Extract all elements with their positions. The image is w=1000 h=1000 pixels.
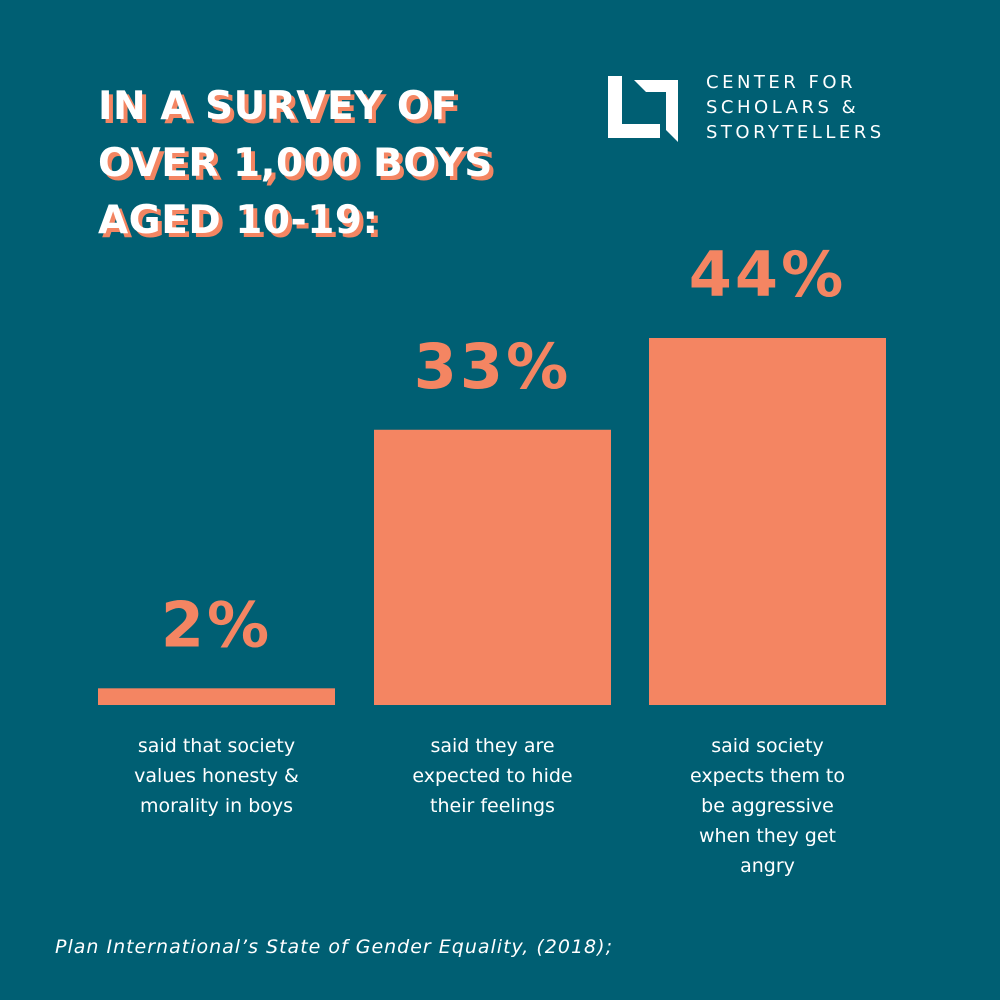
category-label-1-line-2: values honesty &: [134, 765, 299, 787]
category-label-3-line-4: when they get: [698, 825, 837, 847]
title-line-1: IN A SURVEY OF: [98, 84, 458, 129]
value-label-3: 44%: [689, 238, 846, 311]
source-citation: Plan International’s State of Gender Equ…: [55, 936, 613, 958]
category-label-2-line-3: their feelings: [430, 795, 555, 817]
bar-3: [649, 338, 886, 705]
category-label-3-line-3: be aggressive: [701, 795, 834, 817]
category-label-2-line-2: expected to hide: [412, 765, 573, 787]
logo-mark-icon: [608, 76, 678, 142]
category-label-2-line-1: said they are: [430, 735, 555, 757]
category-label-3-line-2: expects them to: [690, 765, 845, 787]
bar-1: [98, 688, 335, 705]
title-line-3: AGED 10-19:: [98, 198, 379, 243]
bar-2: [374, 429, 611, 705]
value-label-2: 33%: [414, 330, 571, 403]
category-label-1: said that society values honesty & moralit…: [98, 731, 335, 821]
category-label-3: said society expects them to be aggressive…: [649, 731, 886, 881]
logo-text: CENTER FOR SCHOLARS & STORYTELLERS: [706, 70, 885, 145]
category-label-1-line-1: said that society: [137, 735, 296, 757]
category-label-3-line-1: said society: [711, 735, 824, 757]
logo-line-3: STORYTELLERS: [706, 122, 885, 143]
value-label-1: 2%: [161, 588, 272, 661]
center-for-scholars-logo: CENTER FOR SCHOLARS & STORYTELLERS: [608, 70, 908, 150]
logo-line-2: SCHOLARS &: [706, 97, 860, 118]
category-label-1-line-3: morality in boys: [139, 795, 294, 817]
category-label-2: said they are expected to hide their feeli…: [374, 731, 611, 821]
logo-line-1: CENTER FOR: [706, 72, 857, 93]
category-label-3-line-5: angry: [740, 855, 795, 877]
title-line-2: OVER 1,000 BOYS: [98, 141, 493, 186]
chart-title: IN A SURVEY OF OVER 1,000 BOYS AGED 10-1…: [98, 78, 568, 249]
